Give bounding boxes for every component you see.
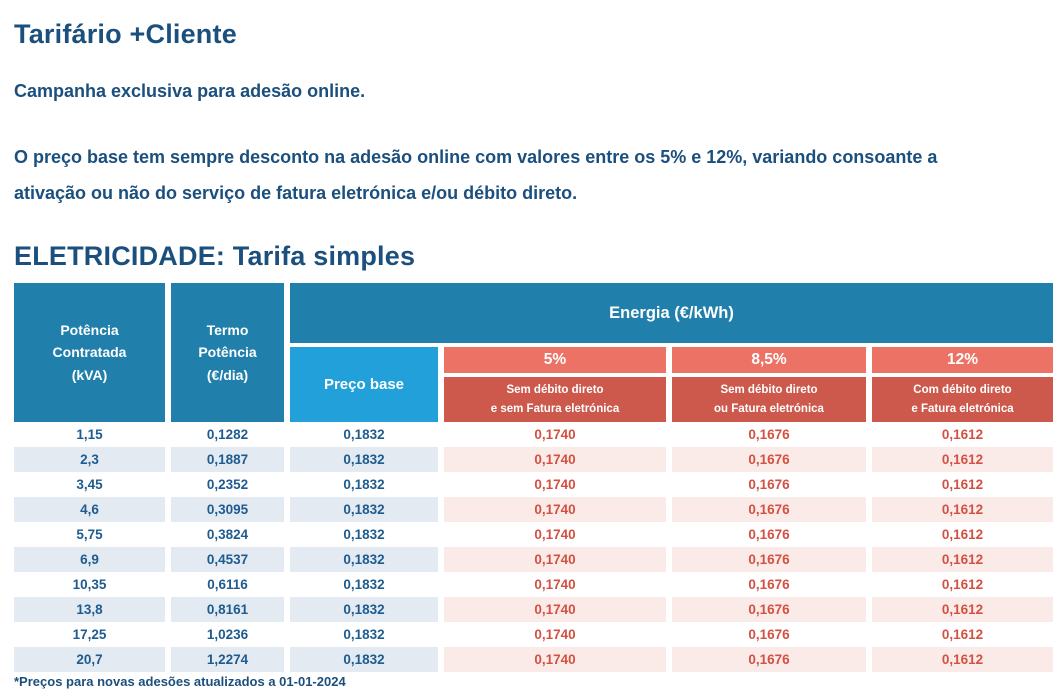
base-value-cell: 0,1832 — [343, 527, 385, 542]
base-value-cell: 0,4537 — [171, 547, 284, 572]
base-value-cell: 0,1832 — [343, 577, 385, 592]
table-row: 10,35 0,6116 0,1832 0,1740 0,1676 0,1612 — [14, 572, 1053, 597]
base-value-cell: 0,1887 — [171, 447, 284, 472]
tariff-table-header: Potência Contratada (kVA) Termo Potência… — [14, 283, 1053, 422]
discount-value-cell: 0,1740 — [534, 627, 576, 642]
header-condition-5: Sem débito direto e sem Fatura eletrónic… — [444, 377, 666, 422]
discount-value-cell: 0,1612 — [872, 497, 1053, 522]
base-value-cell: 0,1832 — [290, 547, 438, 572]
header-condition-8-5: Sem débito direto ou Fatura eletrónica — [672, 377, 866, 422]
base-value-cell: 0,6116 — [207, 577, 248, 592]
base-value-cell: 2,3 — [14, 447, 165, 472]
discount-value-cell: 0,1740 — [534, 427, 576, 442]
base-value-cell: 0,2352 — [206, 477, 249, 492]
header-termo-potencia: Termo Potência (€/dia) — [171, 283, 284, 422]
base-value-cell: 17,25 — [72, 627, 107, 642]
base-value-cell: 1,2274 — [171, 647, 284, 672]
base-value-cell: 0,1832 — [343, 427, 385, 442]
table-row: 4,6 0,3095 0,1832 0,1740 0,1676 0,1612 — [14, 497, 1053, 522]
base-value-cell: 0,1832 — [290, 647, 438, 672]
table-row: 2,3 0,1887 0,1832 0,1740 0,1676 0,1612 — [14, 447, 1053, 472]
discount-value-cell: 0,1612 — [941, 477, 984, 492]
tariff-table-body: 1,15 0,1282 0,1832 0,1740 0,1676 0,1612 2,3 0,1… — [14, 422, 1053, 672]
prices-footnote: *Preços para novas adesões atualizados a… — [14, 674, 346, 689]
table-row: 1,15 0,1282 0,1832 0,1740 0,1676 0,1612 — [14, 422, 1053, 447]
base-value-cell: 0,1832 — [290, 497, 438, 522]
base-value-cell: 0,1832 — [343, 477, 385, 492]
base-value-cell: 0,1832 — [290, 447, 438, 472]
discount-value-cell: 0,1676 — [672, 597, 866, 622]
header-discount-5: 5% — [444, 347, 666, 377]
section-heading-electricity: ELETRICIDADE: Tarifa simples — [14, 241, 416, 271]
discount-value-cell: 0,1740 — [444, 497, 666, 522]
discount-value-cell: 0,1676 — [748, 527, 790, 542]
base-value-cell: 0,1832 — [290, 597, 438, 622]
base-value-cell: 20,7 — [14, 647, 165, 672]
discount-value-cell: 0,1740 — [444, 597, 666, 622]
table-row: 20,7 1,2274 0,1832 0,1740 0,1676 0,1612 — [14, 647, 1053, 672]
base-value-cell: 0,3824 — [206, 527, 249, 542]
discount-value-cell: 0,1676 — [672, 647, 866, 672]
discount-value-cell: 0,1740 — [444, 647, 666, 672]
header-energia: Energia (€/kWh) — [290, 283, 1053, 347]
discount-value-cell: 0,1740 — [534, 577, 576, 592]
base-value-cell: 1,15 — [76, 427, 103, 442]
discount-value-cell: 0,1612 — [872, 447, 1053, 472]
base-value-cell: 0,3095 — [171, 497, 284, 522]
campaign-subtitle: Campanha exclusiva para adesão online. — [14, 81, 366, 101]
base-value-cell: 6,9 — [14, 547, 165, 572]
base-value-cell: 3,45 — [76, 477, 103, 492]
discount-value-cell: 0,1676 — [672, 447, 866, 472]
discount-value-cell: 0,1612 — [941, 627, 984, 642]
header-discount-8-5: 8,5% — [672, 347, 866, 377]
discount-value-cell: 0,1612 — [941, 577, 984, 592]
discount-value-cell: 0,1612 — [941, 527, 984, 542]
discount-value-cell: 0,1740 — [444, 547, 666, 572]
discount-value-cell: 0,1612 — [872, 597, 1053, 622]
table-row: 13,8 0,8161 0,1832 0,1740 0,1676 0,1612 — [14, 597, 1053, 622]
discount-value-cell: 0,1612 — [941, 427, 984, 442]
header-discount-12: 12% — [872, 347, 1053, 377]
base-value-cell: 0,1282 — [206, 427, 249, 442]
intro-paragraph: O preço base tem sempre desconto na ades… — [14, 147, 938, 203]
base-value-cell: 10,35 — [72, 577, 107, 592]
header-preco-base: Preço base — [290, 347, 438, 422]
base-value-cell: 0,8161 — [171, 597, 284, 622]
base-value-cell: 4,6 — [14, 497, 165, 522]
discount-value-cell: 0,1612 — [872, 647, 1053, 672]
discount-value-cell: 0,1676 — [748, 477, 790, 492]
discount-value-cell: 0,1676 — [672, 547, 866, 572]
header-potencia-contratada: Potência Contratada (kVA) — [14, 283, 165, 422]
discount-value-cell: 0,1676 — [748, 577, 790, 592]
page-title: Tarifário +Cliente — [14, 19, 237, 49]
table-row: 5,75 0,3824 0,1832 0,1740 0,1676 0,1612 — [14, 522, 1053, 547]
table-row: 3,45 0,2352 0,1832 0,1740 0,1676 0,1612 — [14, 472, 1053, 497]
discount-value-cell: 0,1676 — [672, 497, 866, 522]
base-value-cell: 13,8 — [14, 597, 165, 622]
discount-value-cell: 0,1612 — [872, 547, 1053, 572]
table-row: 6,9 0,4537 0,1832 0,1740 0,1676 0,1612 — [14, 547, 1053, 572]
tariff-table: Potência Contratada (kVA) Termo Potência… — [8, 283, 1059, 672]
header-condition-12: Com débito direto e Fatura eletrónica — [872, 377, 1053, 422]
discount-value-cell: 0,1740 — [444, 447, 666, 472]
base-value-cell: 5,75 — [76, 527, 103, 542]
table-row: 17,25 1,0236 0,1832 0,1740 0,1676 0,1612 — [14, 622, 1053, 647]
discount-value-cell: 0,1676 — [748, 627, 790, 642]
base-value-cell: 1,0236 — [206, 627, 249, 642]
discount-value-cell: 0,1740 — [534, 477, 576, 492]
base-value-cell: 0,1832 — [343, 627, 385, 642]
discount-value-cell: 0,1740 — [534, 527, 576, 542]
discount-value-cell: 0,1676 — [748, 427, 790, 442]
